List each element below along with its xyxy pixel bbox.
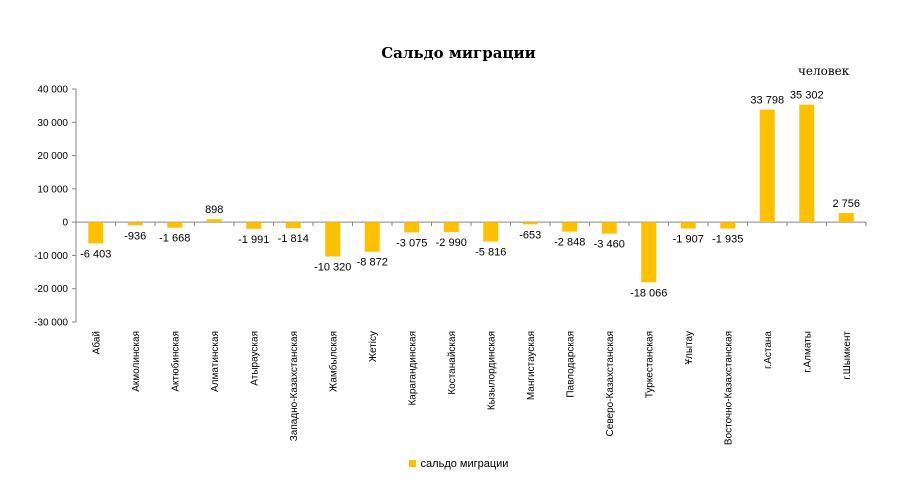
y-tick-label: 10 000	[37, 184, 68, 195]
category-label: Северо-Казахстанская	[605, 331, 616, 436]
chart-title: Сальдо миграции	[381, 44, 536, 62]
data-label: -1 907	[673, 233, 704, 245]
y-tick-label: 0	[62, 218, 68, 229]
bar	[680, 222, 696, 229]
category-label: Абай	[90, 331, 102, 354]
category-label: Мангистауская	[526, 331, 537, 400]
y-tick-label: 20 000	[37, 151, 68, 162]
data-label: -6 403	[80, 248, 111, 260]
bar	[325, 222, 341, 257]
category-label: Туркестанская	[644, 331, 655, 398]
y-tick-label: -20 000	[34, 284, 68, 295]
data-label: 33 798	[750, 95, 784, 107]
bar	[483, 222, 499, 242]
legend: сальдо миграции	[0, 458, 917, 470]
bar	[720, 222, 736, 229]
data-label: -3 460	[594, 239, 625, 251]
bar	[838, 212, 854, 223]
y-tick-label: 30 000	[37, 118, 68, 129]
data-label: 35 302	[790, 90, 824, 102]
axes-group: 40 000 30 000 20 000 10 000 0 -10 000 -20 000 -…	[34, 85, 867, 329]
data-label: -1 991	[238, 234, 269, 246]
bar	[364, 222, 380, 252]
bar	[246, 222, 262, 229]
bar	[88, 222, 104, 244]
data-label: 898	[205, 204, 223, 216]
data-label: -653	[519, 229, 541, 241]
bar	[167, 222, 183, 228]
bar	[799, 104, 815, 223]
legend-swatch	[408, 460, 416, 467]
bar	[562, 222, 578, 232]
data-label: -10 320	[314, 261, 351, 273]
data-label: -3 075	[396, 237, 427, 249]
bar	[206, 219, 222, 223]
category-label: Алматинская	[210, 331, 221, 392]
data-label: -18 066	[630, 287, 667, 299]
category-label: Павлодарская	[565, 331, 576, 398]
category-label: Карагандинская	[407, 331, 418, 406]
legend-label: сальдо миграции	[420, 458, 509, 470]
category-label: Западно-Казахстанская	[289, 331, 300, 441]
data-label: -1 668	[159, 233, 190, 245]
data-label: -2 848	[554, 237, 585, 249]
labels-group: -6 403 Абай -936 Акмолинская -1 668 Актюбинск…	[80, 90, 860, 445]
bar	[285, 222, 301, 229]
data-label: -936	[124, 230, 146, 242]
data-label: 2 756	[832, 198, 860, 210]
data-label: -1 935	[712, 234, 743, 246]
y-tick-label: -10 000	[34, 251, 68, 262]
category-label: Акмолинская	[131, 331, 142, 392]
bar	[759, 109, 775, 223]
data-label: -8 872	[357, 257, 388, 269]
bar	[443, 222, 459, 233]
category-label: г.Шымкент	[842, 331, 853, 380]
category-label: Восточно-Казахстанская	[723, 331, 734, 445]
category-label: Актюбинская	[169, 331, 181, 392]
y-tick-label: -30 000	[34, 318, 68, 329]
data-label: -2 990	[436, 237, 467, 249]
bars-group	[88, 104, 854, 283]
bar	[522, 222, 538, 225]
category-label: Костанайская	[447, 331, 458, 395]
category-label: Жамбылская	[327, 331, 339, 392]
category-label: г.Алматы	[802, 331, 813, 373]
bar	[601, 222, 617, 234]
category-label: г.Астана	[763, 331, 774, 369]
category-label: Ұлытау	[684, 331, 695, 365]
unit-label: человек	[798, 64, 850, 78]
category-label: Атырауская	[249, 331, 260, 386]
bar	[404, 222, 420, 233]
bar	[641, 222, 657, 283]
bar	[127, 222, 143, 226]
category-label: Жетісу	[368, 331, 379, 362]
data-label: -1 814	[278, 233, 309, 245]
data-label: -5 816	[475, 247, 506, 259]
y-tick-label: 40 000	[37, 85, 68, 96]
category-label: Кызылординская	[486, 331, 497, 410]
